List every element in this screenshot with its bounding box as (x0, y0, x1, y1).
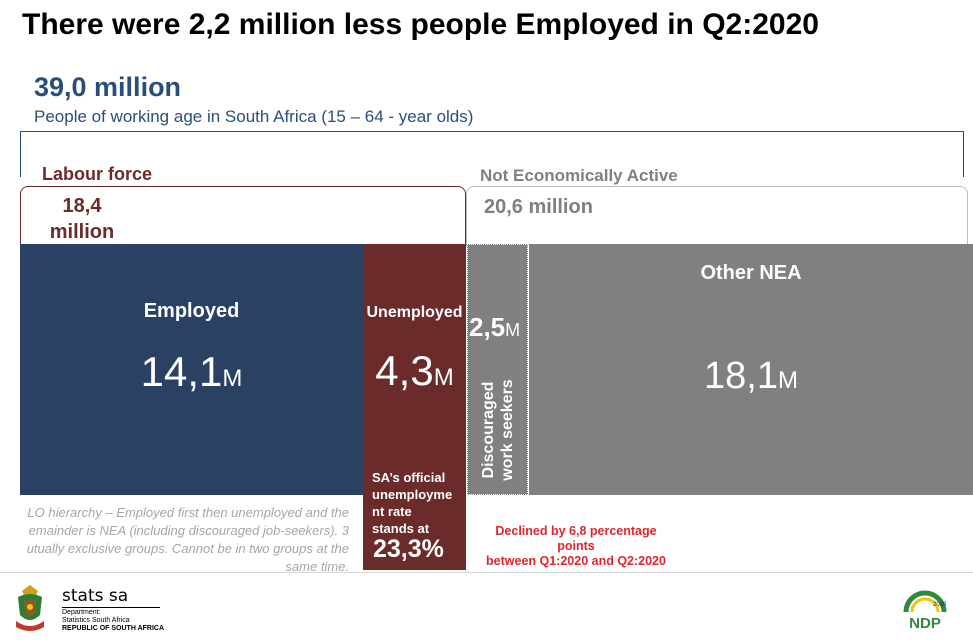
labour-force-value: 18,4 million (42, 193, 122, 245)
other-nea-value: 18,1M (529, 355, 973, 398)
unemployed-unit: M (433, 364, 454, 391)
other-nea-unit: M (777, 367, 798, 394)
ndp-year: 2030 (933, 602, 947, 608)
working-age-value: 39,0 million (34, 72, 182, 102)
nea-label: Not Economically Active (480, 166, 678, 185)
rate-text-line1: SA’s official (372, 470, 446, 485)
dept-line1: Department: (62, 609, 101, 616)
unemployed-block: Unemployed 4,3M (363, 244, 466, 495)
declined-note-line2: between Q1:2020 and Q2:2020 (486, 554, 666, 568)
employed-block: Employed 14,1M (20, 244, 363, 495)
stats-sa-rule (62, 607, 160, 608)
unemployment-rate-callout: SA’s official unemployme nt rate stands … (363, 462, 466, 570)
page-title: There were 2,2 million less people Emplo… (22, 8, 819, 41)
working-age-description: People of working age in South Africa (1… (34, 107, 474, 126)
declined-note: Declined by 6,8 percentage points betwee… (476, 524, 676, 569)
discouraged-unit: M (505, 320, 521, 340)
ilo-note-line4: same time. (285, 559, 349, 574)
ilo-note-line2: emainder is NEA (including discouraged j… (28, 523, 349, 538)
rate-text-line2: unemployme (372, 487, 453, 502)
unemployed-label: Unemployed (366, 304, 463, 321)
employed-number: 14,1 (140, 348, 223, 395)
unemployed-value: 4,3M (363, 347, 466, 395)
working-age-bracket (20, 131, 964, 132)
employed-value: 14,1M (20, 348, 363, 396)
discouraged-block (467, 244, 528, 495)
ilo-note-line1: LO hierarchy – Employed first then unemp… (27, 505, 349, 520)
other-nea-number: 18,1 (704, 355, 778, 397)
unemployment-rate-text: SA’s official unemployme nt rate stands … (372, 469, 462, 537)
stats-sa-department: Department: Statistics South Africa REPU… (62, 609, 164, 633)
working-age-bracket-right (963, 131, 964, 177)
unemployment-rate-value: 23,3% (373, 535, 444, 563)
declined-note-line1: Declined by 6,8 percentage points (495, 524, 657, 553)
ndp-2030-logo-icon: 2030 NDP (903, 590, 947, 632)
discouraged-label: Discouraged work seekers (479, 379, 517, 480)
coat-of-arms-icon (16, 585, 44, 631)
labour-force-value-unit: million (49, 221, 115, 243)
dept-country: REPUBLIC OF SOUTH AFRICA (62, 625, 165, 632)
other-nea-block: Other NEA 18,1M (529, 244, 973, 495)
labour-force-label: Labour force (42, 164, 153, 184)
rate-text-line4: stands at (372, 521, 430, 536)
discouraged-label-line2: work seekers (499, 379, 516, 481)
ilo-note-line3: utually exclusive groups. Cannot be in t… (26, 541, 349, 556)
ilo-hierarchy-note: LO hierarchy – Employed first then unemp… (0, 504, 349, 576)
unemployed-number: 4,3 (375, 347, 434, 394)
employed-label: Employed (143, 300, 240, 322)
working-age-bracket-left (20, 131, 21, 177)
discouraged-label-line1: Discouraged (480, 381, 497, 479)
dept-line2: Statistics South Africa (62, 617, 130, 624)
footer-divider (0, 572, 973, 573)
stats-sa-name: stats sa (62, 586, 129, 606)
labour-force-bracket (20, 186, 466, 247)
nea-bracket (466, 186, 968, 247)
nea-value: 20,6 million (484, 196, 593, 218)
employed-unit: M (222, 365, 243, 392)
rate-text-line3: nt rate (372, 504, 412, 519)
other-nea-label: Other NEA (700, 262, 802, 284)
ndp-text: NDP (909, 615, 941, 632)
discouraged-number: 2,5 (469, 312, 506, 342)
discouraged-value: 2,5M (469, 312, 520, 343)
labour-force-value-number: 18,4 (62, 195, 102, 217)
